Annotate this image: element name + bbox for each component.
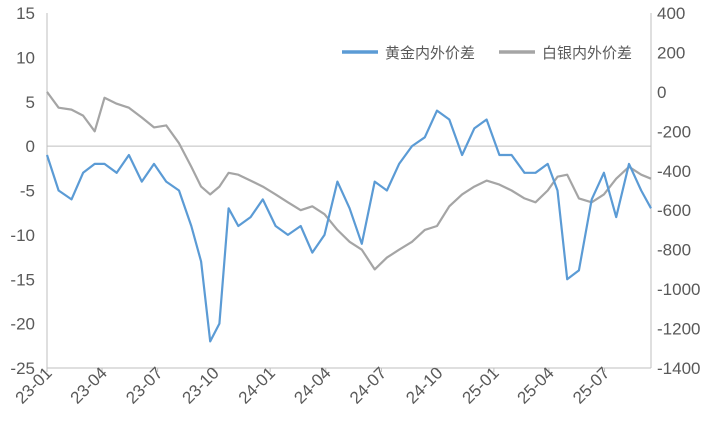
right-axis-tick-label: 0 xyxy=(657,83,666,102)
x-axis-tick-label: 25-07 xyxy=(569,363,613,407)
right-axis-tick-label: -1200 xyxy=(657,320,700,339)
x-axis-tick-label: 23-04 xyxy=(67,363,111,407)
x-axis-tick-label: 24-01 xyxy=(235,363,279,407)
right-axis-tick-label: -1000 xyxy=(657,280,700,299)
x-axis-tick-label: 25-04 xyxy=(514,363,558,407)
left-axis-tick-label: 10 xyxy=(16,48,35,67)
right-axis-tick-label: 400 xyxy=(657,4,685,23)
left-axis-tick-label: 5 xyxy=(26,93,35,112)
right-axis-tick-label: -200 xyxy=(657,122,691,141)
right-axis-tick-label: -600 xyxy=(657,201,691,220)
left-axis-tick-label: 0 xyxy=(26,137,35,156)
left-axis-tick-label: -5 xyxy=(20,182,35,201)
left-axis-tick-label: 15 xyxy=(16,4,35,23)
legend: 黄金内外价差 白银内外价差 xyxy=(342,44,632,62)
left-axis-tick-label: -10 xyxy=(10,226,35,245)
left-axis-tick-label: -25 xyxy=(10,359,35,378)
legend-label-silver: 白银内外价差 xyxy=(542,44,632,62)
series-lines xyxy=(45,91,652,343)
right-axis-tick-label: -1400 xyxy=(657,359,700,378)
gold-spread-line xyxy=(45,109,652,343)
right-axis-tick-label: -400 xyxy=(657,162,691,181)
x-axis-tick-label: 24-10 xyxy=(402,363,446,407)
left-axis-tick-label: -20 xyxy=(10,315,35,334)
x-axis-tick-label: 24-07 xyxy=(346,363,390,407)
x-axis-tick-label: 23-10 xyxy=(179,363,223,407)
x-axis-tick-label: 25-01 xyxy=(459,363,503,407)
legend-label-gold: 黄金内外价差 xyxy=(385,44,475,62)
x-axis-tick-label: 24-04 xyxy=(290,363,334,407)
silver-spread-line xyxy=(46,91,652,271)
left-axis-tick-label: -15 xyxy=(10,270,35,289)
axes: 15 10 5 0 -5 -10 -15 -20 -25 400 200 0 -200 -400 -600 -… xyxy=(10,4,700,408)
right-axis-tick-label: 200 xyxy=(657,43,685,62)
x-axis-tick-label: 23-07 xyxy=(122,363,166,407)
right-axis-tick-label: -800 xyxy=(657,241,691,260)
